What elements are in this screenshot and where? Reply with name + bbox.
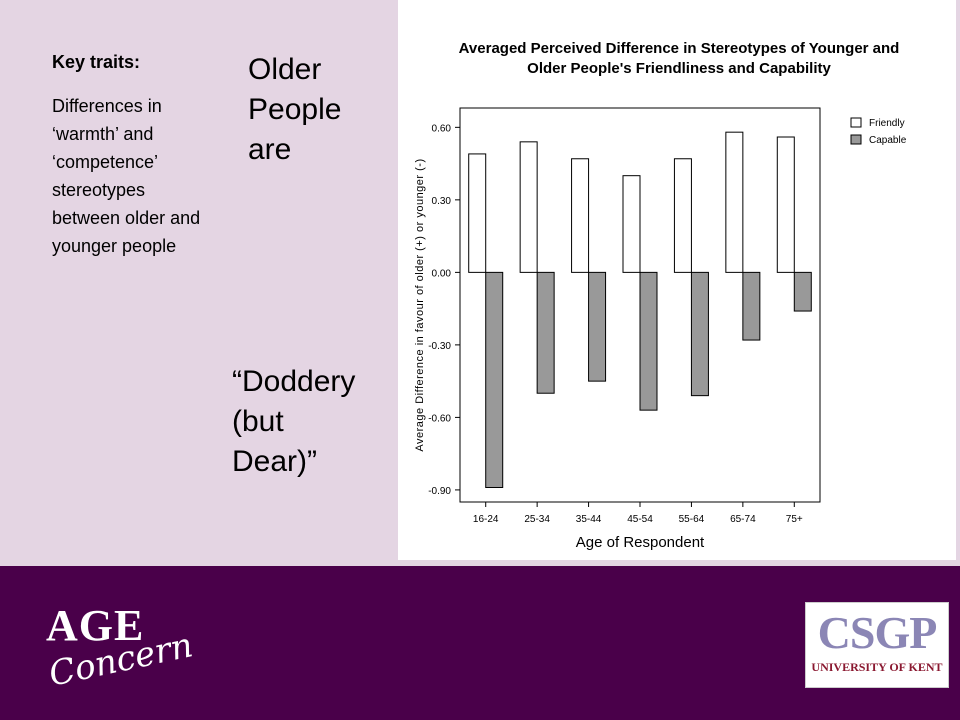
x-tick-label: 16-24 (473, 514, 499, 525)
bar-capable (485, 271, 504, 488)
bar-capable (690, 271, 709, 397)
x-tick-label: 75+ (786, 514, 803, 525)
csgp-university-text: UNIVERSITY OF KENT (811, 660, 943, 674)
bar-capable (588, 271, 607, 382)
y-tick-label: 0.30 (432, 196, 452, 207)
key-traits-title: Key traits: (52, 52, 141, 72)
bar-friendly (725, 131, 744, 273)
footer-band (0, 566, 960, 720)
x-tick-label: 25-34 (524, 514, 550, 525)
chart-title-line: Averaged Perceived Difference in Stereot… (459, 40, 900, 57)
legend-label-capable: Capable (869, 135, 907, 146)
right-strip (956, 0, 960, 566)
x-tick-label: 65-74 (730, 514, 756, 525)
y-tick-label: -0.30 (428, 341, 451, 352)
bar-capable (639, 271, 658, 411)
bar-capable (536, 271, 555, 394)
csgp-logo-text: CSGP (817, 607, 938, 658)
bar-friendly (519, 141, 538, 273)
bar-capable (742, 271, 761, 341)
bar-capable (793, 271, 812, 312)
x-tick-label: 35-44 (576, 514, 602, 525)
quote: “Doddery (but Dear)” (232, 362, 372, 482)
key-traits-description: Differences in ‘warmth’ and ‘competence’… (52, 96, 201, 256)
headline-text: Older People are (248, 53, 342, 166)
y-tick-label: -0.60 (428, 413, 451, 424)
x-axis-label: Age of Respondent (576, 534, 705, 551)
csgp-logo: CSGP UNIVERSITY OF KENT (805, 602, 949, 688)
x-tick-label: 55-64 (679, 514, 705, 525)
bar-friendly (673, 158, 692, 273)
chart-title-line: Older People's Friendliness and Capabili… (527, 60, 831, 77)
age-concern-logo-age: AGE (46, 601, 145, 650)
bar-friendly (468, 153, 487, 273)
y-axis-label: Average Difference in favour of older (+… (414, 158, 426, 451)
left-panel (0, 0, 396, 566)
quote-text: “Doddery (but Dear)” (232, 365, 356, 478)
chart-panel: Averaged Perceived Difference in Stereot… (398, 0, 956, 560)
bar-friendly (622, 175, 641, 273)
y-tick-label: 0.60 (432, 123, 452, 134)
headline: Older People are (248, 50, 358, 170)
bar-chart: Averaged Perceived Difference in Stereot… (414, 40, 907, 551)
y-tick-label: 0.00 (432, 268, 452, 279)
legend-swatch-capable (850, 134, 862, 145)
y-tick-label: -0.90 (428, 486, 451, 497)
legend-label-friendly: Friendly (869, 118, 905, 129)
x-tick-label: 45-54 (627, 514, 653, 525)
bar-friendly (776, 136, 795, 273)
legend-swatch-friendly (850, 117, 862, 128)
bar-friendly (571, 158, 590, 273)
